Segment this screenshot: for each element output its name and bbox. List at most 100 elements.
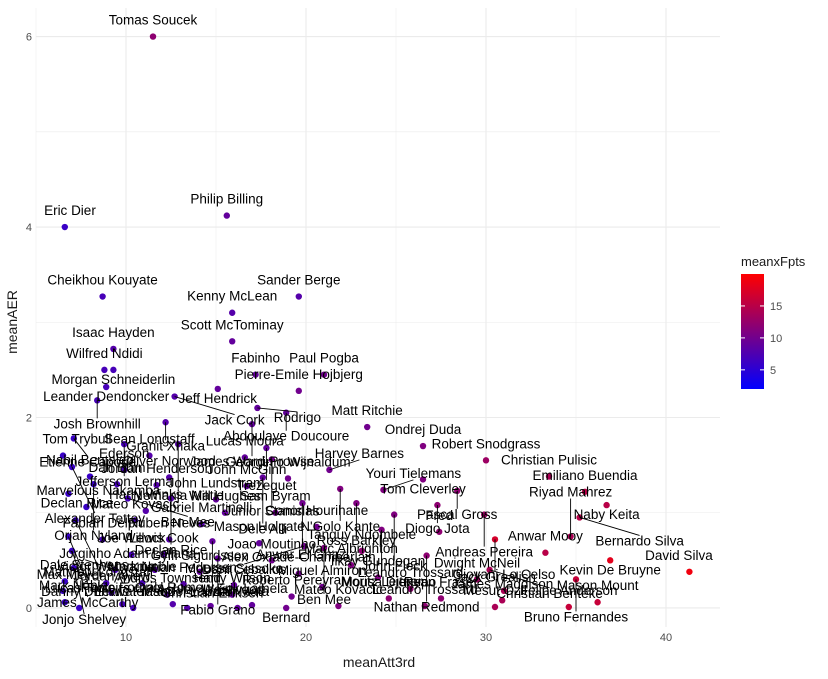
data-point (407, 585, 414, 593)
point-label: Georginio Wijnaldum (225, 454, 350, 469)
data-point (565, 603, 572, 611)
data-point (59, 452, 67, 459)
data-point (61, 599, 68, 606)
point-label: Felipe Anderson (520, 583, 618, 598)
point-label: David Silva (645, 548, 713, 563)
data-point (288, 593, 295, 600)
data-point (283, 604, 290, 612)
data-point (385, 595, 392, 602)
point-label: Mason Mount (557, 578, 639, 593)
data-point (263, 444, 270, 452)
point-label: James Ward-Prowse (190, 454, 315, 469)
point-label: Cheikhou Kouyate (47, 273, 157, 288)
point-label: Joao Moutinho (228, 536, 317, 551)
x-tick-label: 30 (480, 632, 492, 644)
point-label: Marc Albrighton (304, 541, 398, 556)
point-label: Riyad Mahrez (529, 485, 613, 500)
point-label: Rodrigo (274, 410, 321, 425)
leader-line (257, 407, 298, 413)
point-label: Matthew Longstaff (43, 564, 153, 579)
data-point (229, 309, 236, 316)
data-point (108, 589, 115, 596)
point-label: Pablo Fornals (81, 580, 165, 595)
point-label: Alexander Tettey (45, 511, 146, 526)
data-point (171, 393, 178, 400)
data-point (180, 580, 187, 588)
leader-line (489, 569, 550, 589)
point-label: Gabriel Martinelli (151, 500, 252, 515)
data-point (248, 601, 256, 609)
point-label: Lewis Cook (129, 531, 199, 546)
point-label: Jack Grealish (454, 569, 536, 584)
point-label: Ondrej Duda (385, 422, 462, 437)
point-label: Jack Cork (205, 413, 265, 428)
point-label: Lucas Torreira (45, 581, 131, 596)
data-point (110, 345, 117, 353)
data-point (65, 490, 72, 497)
point-label: Jorginho (59, 546, 111, 561)
point-label: Dan Burn (88, 460, 145, 475)
point-label: Lewis Fraser (95, 584, 173, 599)
point-label: Jonjo Shelvey (42, 612, 126, 627)
point-label: Dale Stephens (40, 557, 129, 572)
leader-line (71, 466, 96, 514)
point-label: Etienne Capoue (39, 454, 136, 469)
legend-colorbar (741, 274, 764, 389)
point-label: Kevin De Bruyne (560, 562, 661, 577)
leader-line (174, 396, 235, 415)
data-point (169, 600, 176, 608)
point-label: Scott McTominay (181, 317, 284, 332)
point-label: Pascal Gross (417, 507, 498, 522)
point-label: Philip Billing (190, 192, 263, 207)
point-label: Abdoulaye Doucoure (223, 429, 349, 444)
leader-line (127, 498, 188, 517)
point-label: Josh Brownhill (54, 416, 141, 431)
data-point (243, 482, 250, 490)
point-label: Isaac Hayden (72, 325, 155, 340)
point-label: Danny Drinkwater (41, 584, 149, 599)
data-point (259, 474, 266, 481)
data-point (358, 547, 365, 555)
data-point (421, 602, 428, 610)
leader-line (71, 550, 89, 597)
data-point (128, 551, 135, 558)
point-label: Ederson (99, 446, 149, 461)
point-label: Bruno Fernandes (524, 609, 629, 624)
data-point (83, 503, 90, 511)
point-label: Diogo Jota (405, 521, 470, 536)
data-point (164, 591, 171, 598)
point-label: Mason Holgate (214, 519, 305, 534)
point-label: Declan Rice (41, 496, 114, 511)
data-point (337, 485, 344, 493)
point-label: Fabinho (231, 351, 280, 366)
data-point (234, 604, 241, 612)
point-label: Ilkay Gundogan (331, 553, 426, 568)
data-point (326, 466, 333, 474)
data-point (313, 523, 320, 531)
data-point (272, 509, 279, 516)
point-label: Roberto Pereyra (242, 573, 342, 588)
leader-line (579, 517, 640, 536)
data-point (491, 603, 499, 611)
leader-line (85, 559, 116, 571)
point-label: Anwar Mooy (508, 529, 583, 544)
label-leader-lines (67, 396, 640, 615)
point-label: Harry Winks (109, 487, 183, 502)
data-point (130, 604, 137, 612)
data-point (221, 509, 229, 516)
legend-tick-label: 5 (770, 365, 776, 377)
point-label: Manuel Lanzini (142, 584, 233, 599)
point-label: Kenny McLean (187, 289, 277, 304)
data-point (364, 423, 371, 431)
y-axis-ticks: 0 2 4 6 (26, 32, 32, 615)
data-point (252, 371, 259, 378)
point-label: Erik Lamela (216, 581, 288, 596)
point-label: Morgan Schneiderlin (51, 372, 175, 387)
data-point (146, 452, 153, 459)
point-label: Trezeguet (236, 478, 297, 493)
point-label: Fabio Grano (180, 602, 255, 617)
data-point (153, 481, 160, 489)
point-label: Joe Willock (97, 531, 166, 546)
point-label: Bernardo Silva (595, 533, 684, 548)
